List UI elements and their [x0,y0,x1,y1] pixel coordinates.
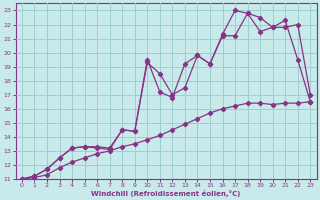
X-axis label: Windchill (Refroidissement éolien,°C): Windchill (Refroidissement éolien,°C) [92,190,241,197]
